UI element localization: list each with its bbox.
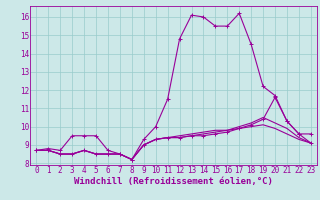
- X-axis label: Windchill (Refroidissement éolien,°C): Windchill (Refroidissement éolien,°C): [74, 177, 273, 186]
